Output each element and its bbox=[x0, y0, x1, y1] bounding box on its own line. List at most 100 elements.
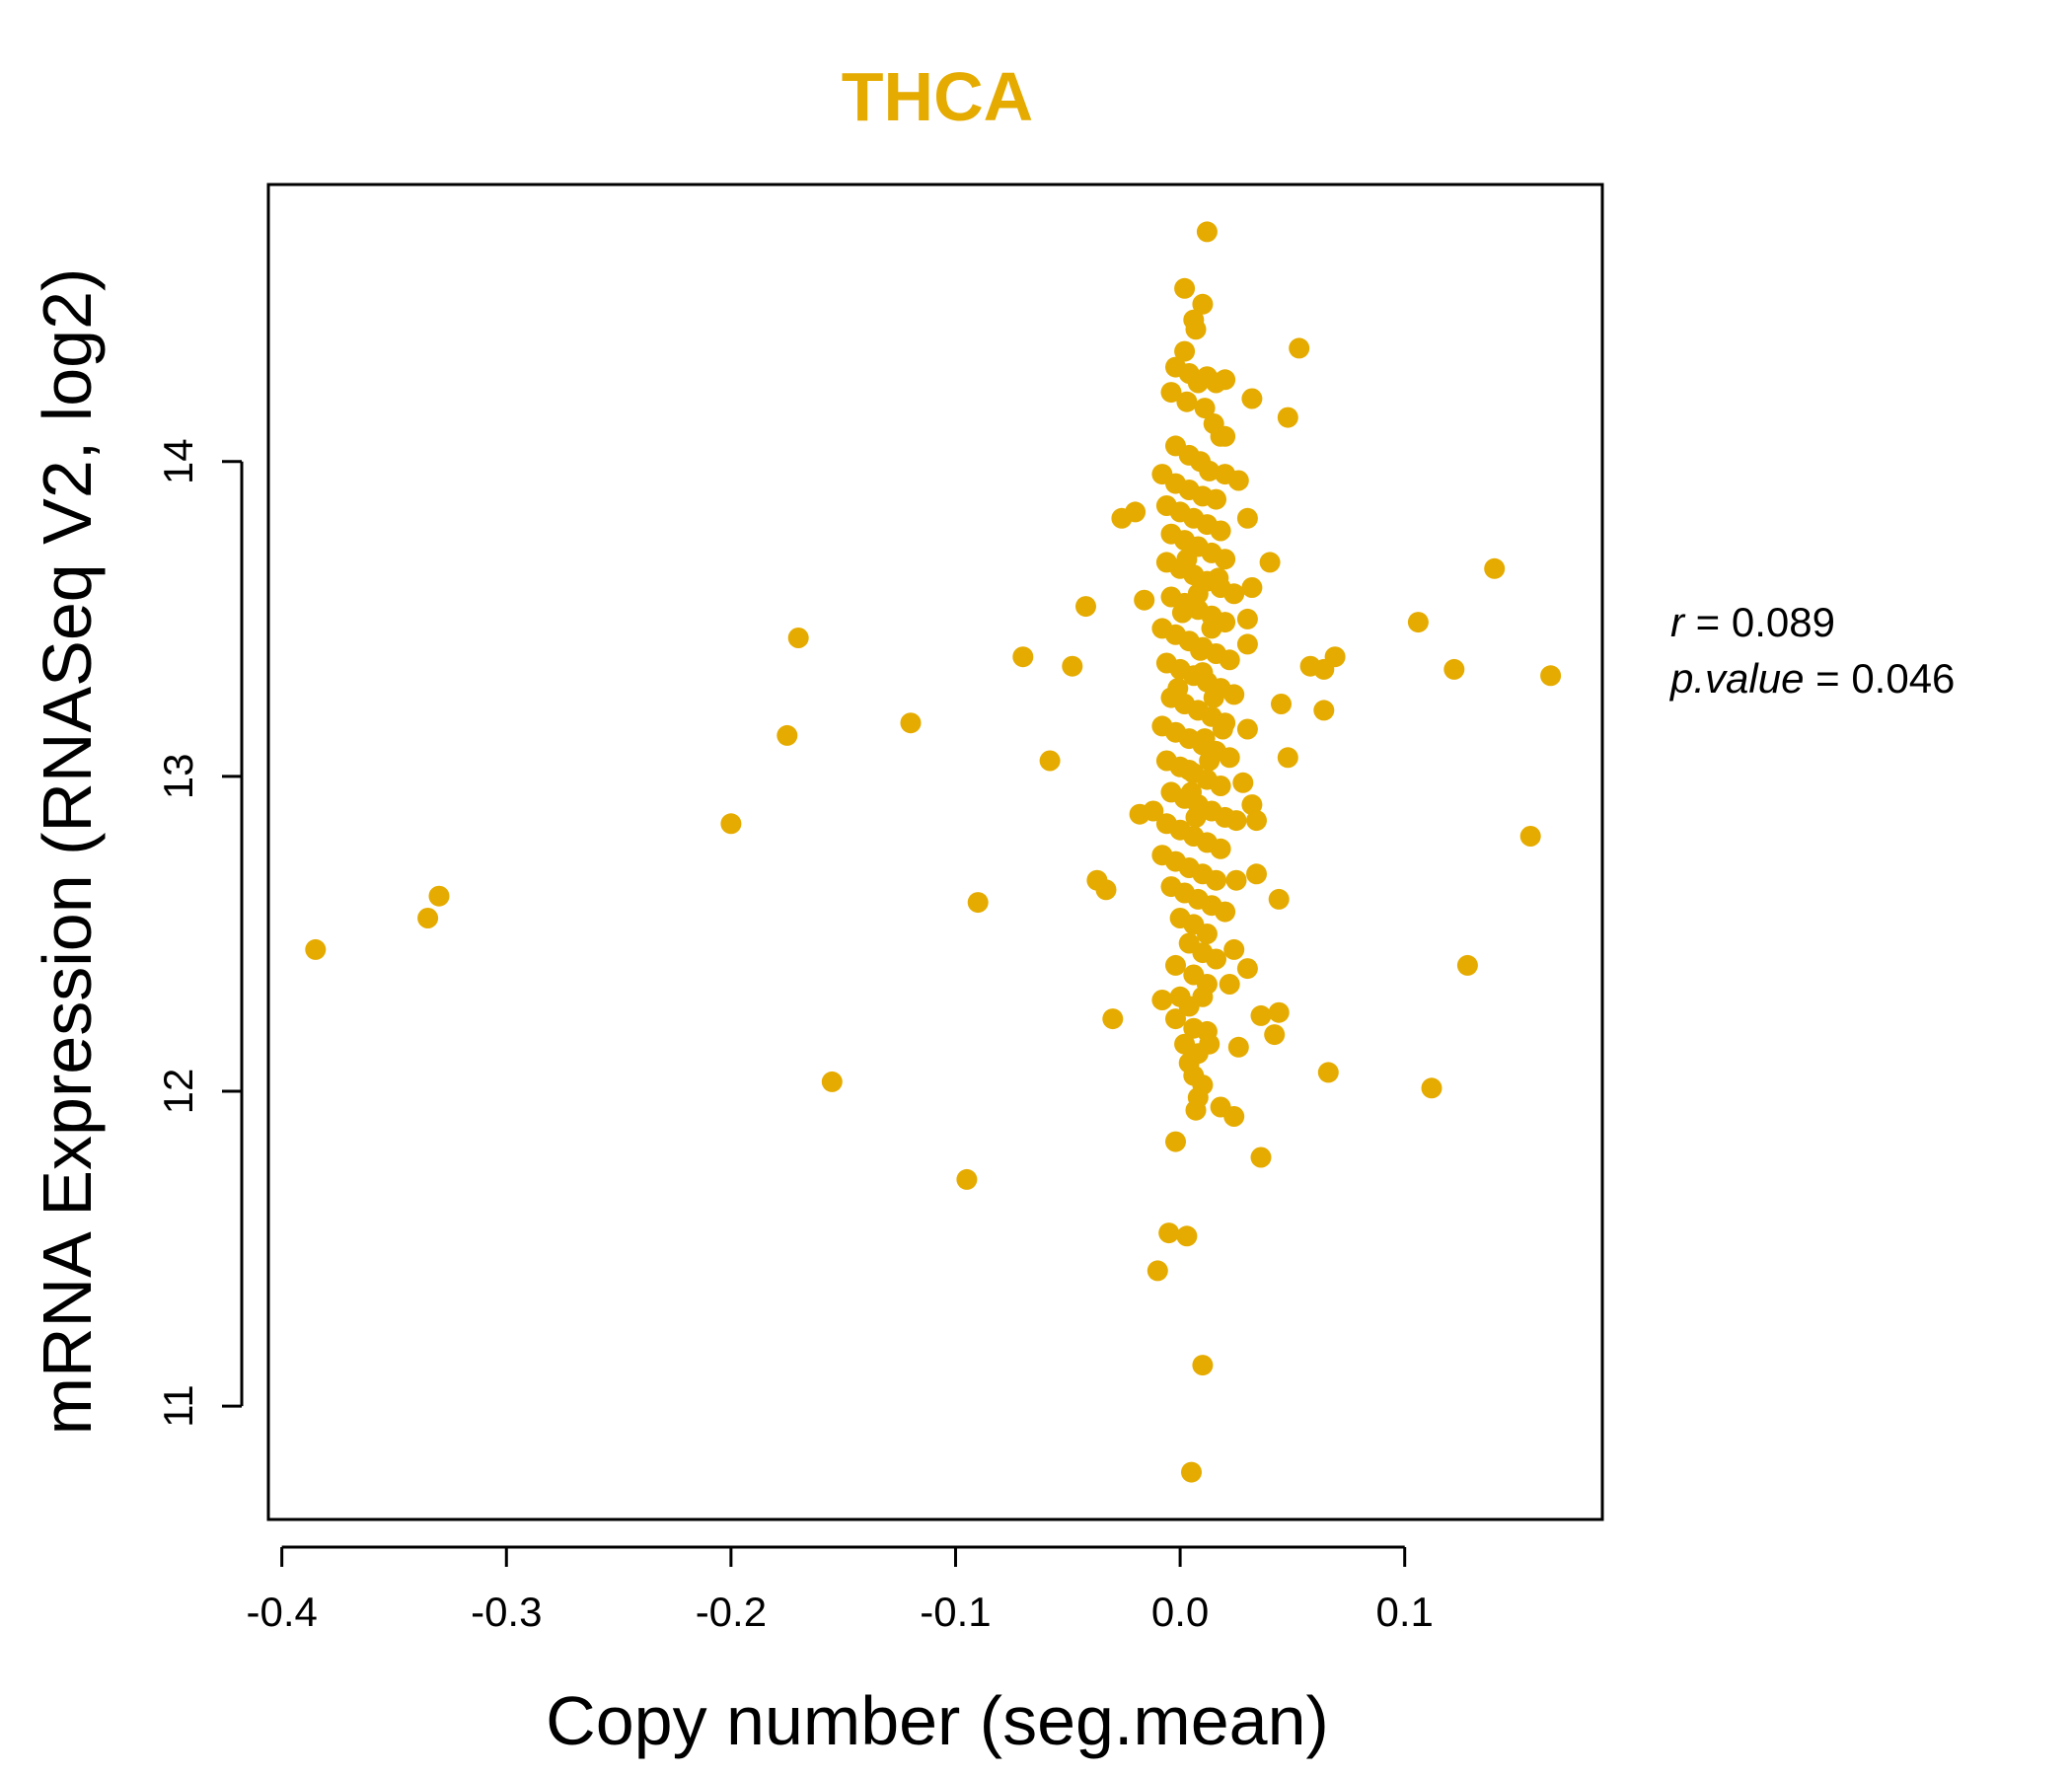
data-point bbox=[1236, 718, 1258, 740]
data-point bbox=[1236, 608, 1258, 629]
y-axis: 11 12 13 14 bbox=[155, 438, 244, 1428]
data-point bbox=[1199, 750, 1221, 772]
data-point bbox=[1236, 633, 1258, 655]
data-point bbox=[1215, 464, 1236, 485]
data-point bbox=[1236, 507, 1258, 529]
data-point bbox=[1456, 954, 1478, 976]
data-point bbox=[417, 908, 439, 928]
data-point bbox=[1165, 1008, 1186, 1030]
data-point bbox=[1223, 1106, 1245, 1127]
data-point bbox=[1174, 340, 1196, 362]
data-point bbox=[1519, 826, 1541, 847]
data-point bbox=[1165, 954, 1186, 976]
data-point bbox=[1268, 888, 1290, 910]
data-point bbox=[1277, 407, 1298, 428]
data-point bbox=[1206, 869, 1226, 891]
data-point bbox=[1203, 687, 1224, 708]
data-point bbox=[1143, 800, 1164, 822]
data-point bbox=[1259, 552, 1281, 573]
data-point bbox=[1185, 806, 1207, 828]
data-point bbox=[1194, 728, 1216, 750]
data-point bbox=[1194, 398, 1216, 419]
data-point bbox=[1317, 1062, 1339, 1083]
data-point bbox=[1250, 1004, 1272, 1026]
data-point bbox=[1151, 990, 1173, 1010]
data-point bbox=[1223, 938, 1245, 960]
p-equals: = bbox=[1815, 655, 1851, 702]
data-point bbox=[1324, 646, 1346, 668]
data-point bbox=[1178, 760, 1200, 780]
x-tick-label: 0.0 bbox=[1151, 1589, 1209, 1635]
data-point bbox=[1196, 924, 1218, 944]
data-point bbox=[1190, 639, 1212, 661]
data-point bbox=[720, 813, 742, 835]
x-tick-label: -0.1 bbox=[920, 1589, 991, 1635]
r-value: 0.089 bbox=[1732, 599, 1835, 645]
chart-title: THCA bbox=[842, 58, 1033, 135]
data-point bbox=[1095, 879, 1117, 901]
x-tick-label: -0.4 bbox=[246, 1589, 317, 1635]
data-point bbox=[305, 938, 327, 960]
data-point bbox=[787, 628, 809, 648]
data-point bbox=[1125, 501, 1147, 523]
data-point bbox=[1250, 1147, 1272, 1168]
data-point bbox=[1223, 684, 1245, 705]
data-point bbox=[1206, 488, 1226, 510]
r-equals: = bbox=[1696, 599, 1732, 645]
data-point bbox=[956, 1168, 978, 1190]
x-tick-label: 0.1 bbox=[1376, 1589, 1434, 1635]
data-point bbox=[1313, 700, 1335, 721]
data-point bbox=[1246, 810, 1267, 832]
plot-frame bbox=[266, 183, 1604, 1521]
data-point bbox=[1196, 221, 1218, 243]
data-point bbox=[1039, 750, 1061, 772]
data-point bbox=[821, 1071, 843, 1092]
data-point bbox=[1421, 1077, 1443, 1099]
data-point bbox=[1208, 567, 1229, 589]
data-point bbox=[1201, 618, 1222, 639]
data-point bbox=[1241, 388, 1263, 409]
data-point bbox=[1236, 958, 1258, 980]
data-point bbox=[1192, 662, 1214, 684]
y-axis-label: mRNA Expression (RNASeq V2, log2) bbox=[29, 268, 106, 1436]
data-point bbox=[1225, 869, 1247, 891]
data-point bbox=[1246, 863, 1267, 885]
data-point bbox=[1165, 1131, 1186, 1152]
data-point bbox=[1062, 655, 1083, 677]
x-axis-label: Copy number (seg.mean) bbox=[546, 1682, 1329, 1759]
data-point bbox=[1215, 549, 1236, 570]
data-point bbox=[1196, 1020, 1218, 1042]
data-point bbox=[1147, 1260, 1168, 1282]
p-statistic: p.value = 0.046 bbox=[1668, 655, 1955, 702]
data-point bbox=[1484, 557, 1506, 579]
data-point bbox=[1183, 309, 1205, 331]
data-point bbox=[1443, 658, 1465, 680]
data-point bbox=[967, 892, 989, 914]
data-point bbox=[1206, 948, 1226, 970]
data-point bbox=[1210, 425, 1231, 447]
data-point bbox=[1178, 996, 1200, 1017]
data-point bbox=[1540, 665, 1562, 687]
data-point bbox=[1219, 649, 1240, 671]
data-points bbox=[305, 221, 1562, 1483]
data-point bbox=[1277, 747, 1298, 769]
data-point bbox=[1181, 781, 1202, 803]
data-point bbox=[1176, 391, 1198, 412]
y-tick-label: 12 bbox=[155, 1069, 201, 1115]
data-point bbox=[1075, 596, 1096, 618]
data-point bbox=[1210, 838, 1231, 859]
data-point bbox=[1223, 583, 1245, 605]
x-tick-label: -0.2 bbox=[696, 1589, 767, 1635]
data-point bbox=[1199, 460, 1221, 481]
x-axis: -0.4 -0.3 -0.2 -0.1 0.0 0.1 bbox=[246, 1545, 1434, 1635]
data-point bbox=[1167, 678, 1189, 700]
data-point bbox=[1232, 772, 1254, 793]
data-point bbox=[1210, 776, 1231, 796]
data-point bbox=[1174, 277, 1196, 299]
r-statistic: r = 0.089 bbox=[1670, 599, 1835, 645]
y-tick-label: 11 bbox=[155, 1384, 201, 1428]
data-point bbox=[1215, 806, 1236, 828]
data-point bbox=[428, 885, 450, 907]
data-point bbox=[900, 712, 922, 734]
